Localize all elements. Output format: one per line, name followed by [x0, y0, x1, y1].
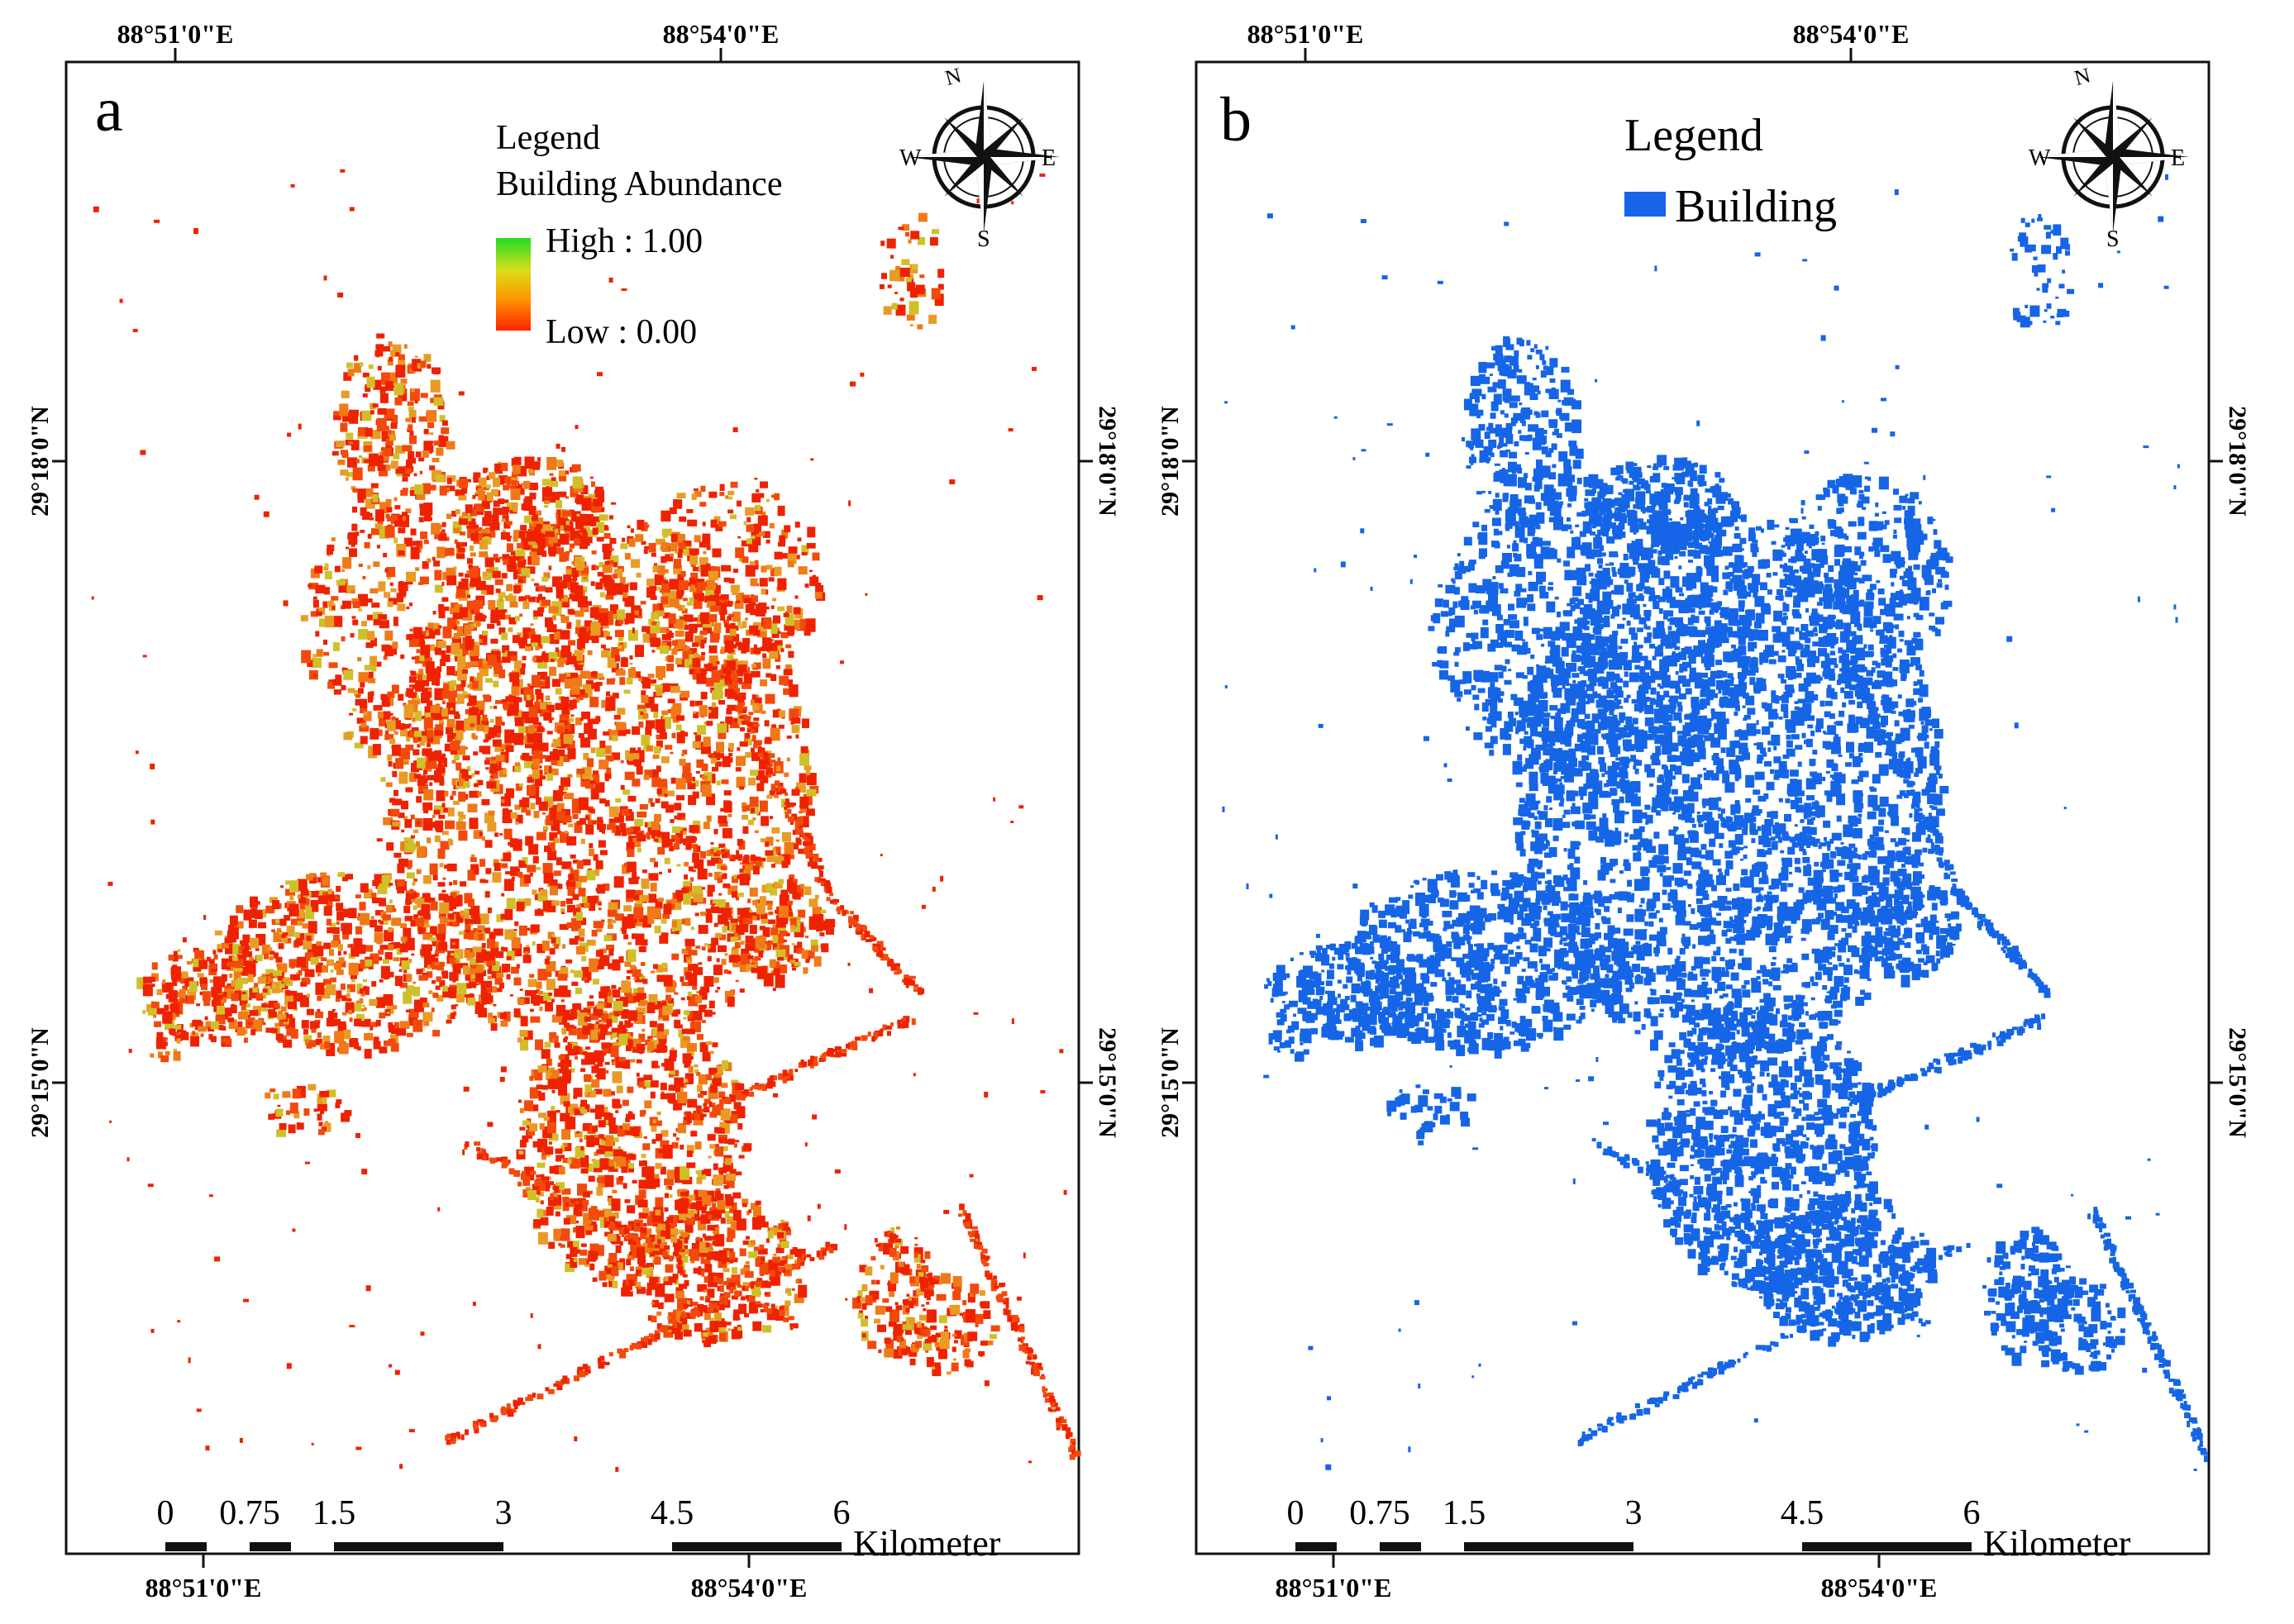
legend-swatch-building	[1624, 192, 1666, 217]
compass-w: W	[2029, 145, 2051, 171]
scale-tick: 1.5	[1443, 1494, 1486, 1532]
legend-low-label: Low : 0.00	[546, 313, 697, 351]
legend-color-ramp	[496, 238, 531, 331]
left-coord-label: 29°15'0"N	[1157, 1027, 1184, 1138]
legend: Legend Building Abundance High : 1.00 Lo…	[496, 119, 782, 351]
left-coord-label: 29°15'0"N	[26, 1027, 54, 1138]
right-coord-label: 29°15'0"N	[1094, 1027, 1121, 1138]
scale-unit: Kilometer	[1983, 1523, 2131, 1564]
compass-n: N	[2072, 63, 2093, 90]
scale-tick: 0	[1287, 1494, 1304, 1532]
scale-tick: 3	[1625, 1494, 1643, 1532]
building-classification-raster	[1223, 174, 2209, 1471]
compass-rose-icon: N S E W	[899, 63, 1060, 252]
map-panel-b: 88°51'0"E 88°54'0"E 88°51'0"E 88°54'0"E …	[1147, 0, 2294, 1620]
legend-subtitle: Building Abundance	[496, 165, 782, 203]
scale-tick: 4.5	[651, 1494, 694, 1532]
scale-tick: 1.5	[312, 1494, 356, 1532]
legend-title: Legend	[1624, 110, 1763, 161]
building-abundance-raster	[92, 169, 1081, 1472]
scale-tick: 0.75	[1349, 1494, 1410, 1532]
scale-tick: 0	[157, 1494, 174, 1532]
compass-s: S	[2106, 226, 2120, 252]
scale-tick: 4.5	[1781, 1494, 1824, 1532]
compass-e: E	[1042, 145, 1056, 171]
compass-e: E	[2171, 145, 2185, 171]
left-coord-label: 29°18'0"N	[1157, 406, 1184, 517]
bottom-coord-label: 88°54'0"E	[1821, 1573, 1938, 1603]
top-coord-label: 88°51'0"E	[117, 19, 234, 49]
scale-tick: 0.75	[219, 1494, 280, 1532]
bottom-coord-label: 88°51'0"E	[145, 1573, 262, 1603]
map-panel-a: 88°51'0"E 88°54'0"E 88°51'0"E 88°54'0"E …	[0, 0, 1147, 1620]
scale-tick: 6	[833, 1494, 851, 1532]
panel-label: b	[1220, 85, 1252, 155]
compass-rose-icon: N S E W	[2029, 63, 2189, 252]
right-coord-label: 29°15'0"N	[2224, 1027, 2251, 1138]
legend: Legend Building	[1624, 110, 1837, 232]
top-coord-label: 88°54'0"E	[1793, 19, 1910, 49]
legend-item-label: Building	[1675, 181, 1837, 232]
compass-w: W	[899, 145, 922, 171]
right-coord-label: 29°18'0"N	[2224, 406, 2251, 517]
bottom-coord-label: 88°54'0"E	[691, 1573, 808, 1603]
map-b-svg: 88°51'0"E 88°54'0"E 88°51'0"E 88°54'0"E …	[1147, 0, 2294, 1620]
scale-tick: 6	[1963, 1494, 1981, 1532]
left-coord-label: 29°18'0"N	[26, 406, 54, 517]
right-coord-label: 29°18'0"N	[1094, 406, 1121, 517]
scale-unit: Kilometer	[853, 1523, 1001, 1564]
compass-n: N	[942, 63, 964, 90]
compass-s: S	[977, 226, 990, 252]
map-a-svg: 88°51'0"E 88°54'0"E 88°51'0"E 88°54'0"E …	[0, 0, 1147, 1620]
top-coord-label: 88°51'0"E	[1247, 19, 1364, 49]
legend-high-label: High : 1.00	[546, 222, 703, 260]
panel-label: a	[95, 75, 123, 145]
top-coord-label: 88°54'0"E	[663, 19, 780, 49]
legend-title: Legend	[496, 119, 600, 157]
scale-tick: 3	[495, 1494, 513, 1532]
bottom-coord-label: 88°51'0"E	[1276, 1573, 1392, 1603]
